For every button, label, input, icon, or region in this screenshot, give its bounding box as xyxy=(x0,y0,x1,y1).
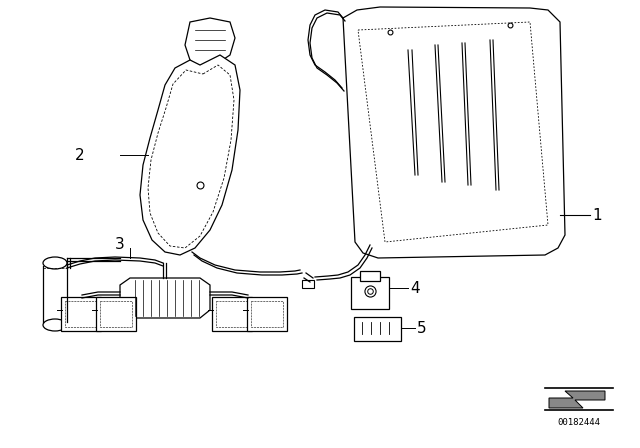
Text: 3: 3 xyxy=(115,237,125,251)
Text: 2: 2 xyxy=(75,147,84,163)
Text: 4: 4 xyxy=(410,280,420,296)
Polygon shape xyxy=(185,18,235,68)
FancyBboxPatch shape xyxy=(212,297,252,331)
Ellipse shape xyxy=(43,319,67,331)
FancyBboxPatch shape xyxy=(360,271,380,281)
Polygon shape xyxy=(140,55,240,255)
FancyBboxPatch shape xyxy=(354,317,401,341)
FancyBboxPatch shape xyxy=(302,280,314,288)
Polygon shape xyxy=(343,7,565,258)
FancyBboxPatch shape xyxy=(351,277,389,309)
Text: 00182444: 00182444 xyxy=(557,418,600,427)
Polygon shape xyxy=(120,278,210,318)
Polygon shape xyxy=(549,391,605,408)
Text: 1: 1 xyxy=(592,207,602,223)
Ellipse shape xyxy=(43,257,67,269)
Text: 5: 5 xyxy=(417,320,427,336)
FancyBboxPatch shape xyxy=(247,297,287,331)
FancyBboxPatch shape xyxy=(61,297,101,331)
FancyBboxPatch shape xyxy=(96,297,136,331)
